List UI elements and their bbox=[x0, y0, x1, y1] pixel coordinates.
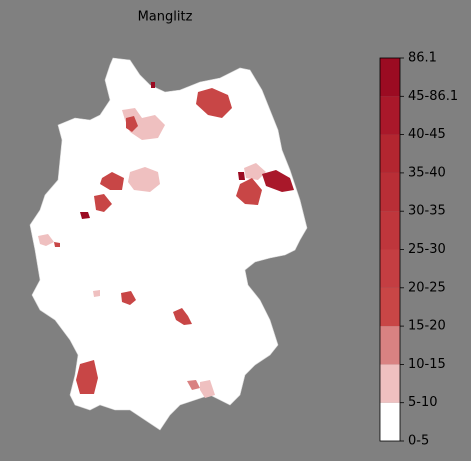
region bbox=[244, 163, 266, 180]
region bbox=[151, 82, 155, 88]
region bbox=[122, 108, 165, 140]
region bbox=[236, 178, 262, 205]
colorbar-label: 35-40 bbox=[408, 165, 446, 180]
colorbar-segment bbox=[380, 172, 400, 212]
colorbar-label: 5-10 bbox=[408, 395, 438, 410]
region bbox=[196, 88, 232, 118]
colorbar-label: 0-5 bbox=[408, 434, 429, 449]
colorbar-segment bbox=[380, 96, 400, 135]
colorbar-label: 25-30 bbox=[408, 242, 446, 257]
colorbar-label: 45-86.1 bbox=[408, 89, 458, 104]
germany-map bbox=[29, 57, 308, 431]
region bbox=[76, 360, 98, 394]
colorbar-label: 20-25 bbox=[408, 280, 446, 295]
colorbar: 0-5 5-10 10-15 15-20 20-25 25-30 30-35 35-40 40-… bbox=[380, 51, 458, 449]
colorbar-segment bbox=[380, 58, 400, 97]
colorbar-segment bbox=[380, 326, 400, 365]
region bbox=[173, 308, 192, 325]
colorbar-segment bbox=[380, 287, 400, 327]
country-outline bbox=[29, 57, 308, 431]
colorbar-label: 40-45 bbox=[408, 127, 446, 142]
colorbar-frame bbox=[379, 57, 401, 442]
region bbox=[93, 290, 100, 297]
region bbox=[38, 234, 54, 246]
region bbox=[238, 172, 245, 180]
colorbar-segment bbox=[380, 364, 400, 403]
colorbar-label: 15-20 bbox=[408, 319, 446, 334]
region bbox=[126, 116, 138, 132]
region bbox=[54, 242, 60, 247]
map-title: Manglitz bbox=[138, 10, 193, 25]
colorbar-segment bbox=[380, 134, 400, 173]
colorbar-segment bbox=[380, 249, 400, 288]
region bbox=[80, 212, 90, 219]
region bbox=[100, 172, 124, 190]
region bbox=[121, 291, 136, 305]
region bbox=[94, 194, 112, 212]
colorbar-label: 10-15 bbox=[408, 357, 446, 372]
region bbox=[187, 380, 200, 390]
region bbox=[128, 167, 160, 192]
colorbar-label: 30-35 bbox=[408, 204, 446, 219]
region bbox=[262, 170, 294, 192]
colorbar-label: 86.1 bbox=[408, 51, 437, 66]
colorbar-segment bbox=[380, 211, 400, 250]
colorbar-segment bbox=[380, 402, 400, 441]
region bbox=[200, 380, 215, 398]
